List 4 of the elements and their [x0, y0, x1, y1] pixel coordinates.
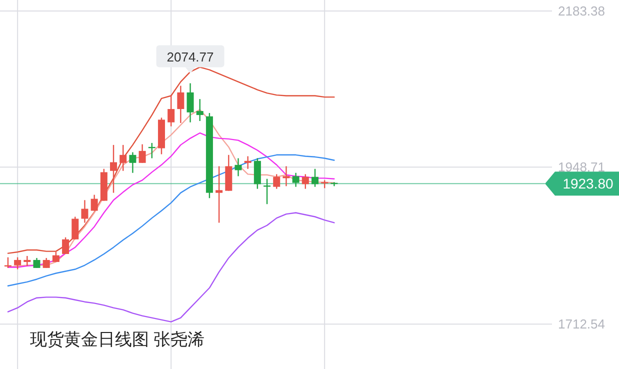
annotation: 2074.77 [156, 45, 224, 74]
ref-line-label: 1923.80 [562, 176, 614, 192]
annotation: 2074.77 [166, 49, 214, 64]
title: 现货黄金日线图 张尧浠 [30, 330, 205, 349]
